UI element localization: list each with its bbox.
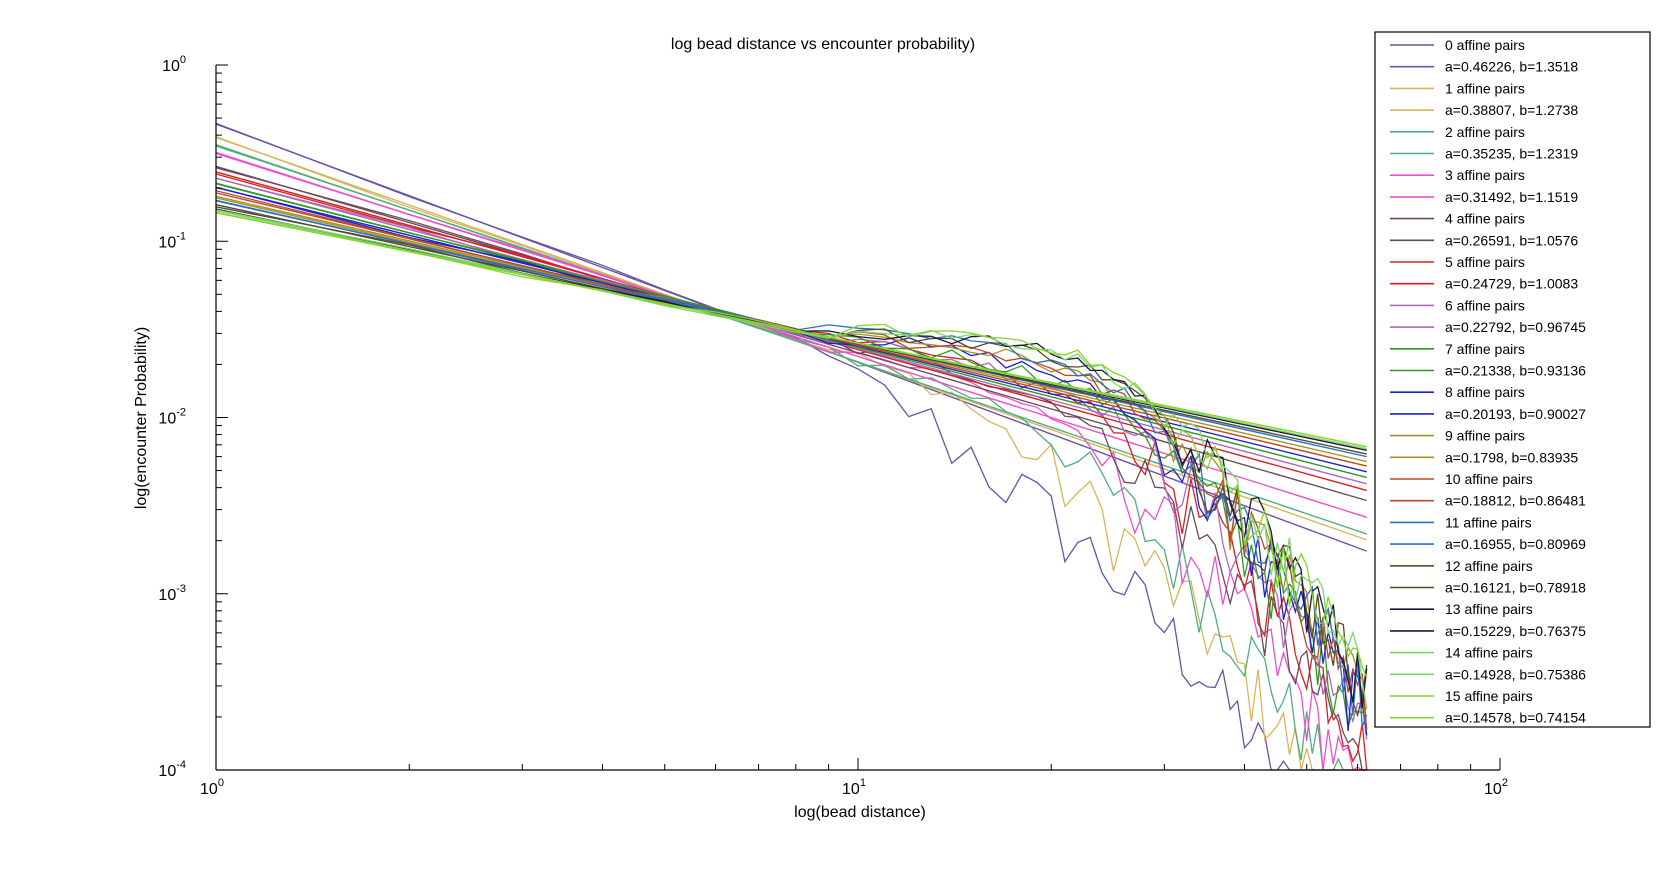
legend-fit-label: a=0.1798, b=0.83935 [1445, 449, 1578, 465]
x-tick-label: 100 [200, 777, 224, 798]
legend-fit-label: a=0.24729, b=1.0083 [1445, 276, 1578, 292]
legend-box [1374, 31, 1651, 728]
legend-label: 1 affine pairs [1445, 80, 1525, 96]
x-tick-label: 101 [842, 777, 866, 798]
legend-label: 13 affine pairs [1445, 601, 1533, 617]
legend-label: 3 affine pairs [1445, 167, 1525, 183]
measured-series-line [215, 145, 1367, 771]
fit-line [215, 136, 1367, 541]
y-axis-label: log(encounter Probability) [133, 327, 150, 509]
legend: 0 affine pairs a=0.46226, b=1.3518 1 affin… [1374, 31, 1651, 728]
measured-series-line [215, 209, 1368, 709]
legend-fit-label: a=0.21338, b=0.93136 [1445, 363, 1586, 379]
measured-series-line [215, 212, 1368, 678]
legend-fit-label: a=0.35235, b=1.2319 [1445, 146, 1578, 162]
legend-label: 5 affine pairs [1445, 254, 1525, 270]
plot-area [215, 122, 1368, 772]
legend-label: 10 affine pairs [1445, 471, 1533, 487]
legend-label: 12 affine pairs [1445, 558, 1533, 574]
axis-ticks [215, 64, 1501, 771]
legend-fit-label: a=0.38807, b=1.2738 [1445, 102, 1578, 118]
measured-series-line [215, 167, 1367, 771]
legend-fit-label: a=0.22792, b=0.96745 [1445, 319, 1586, 335]
legend-label: 4 affine pairs [1445, 211, 1525, 227]
measured-series-line [215, 199, 1368, 727]
legend-fit-label: a=0.14928, b=0.75386 [1445, 666, 1586, 682]
legend-fit-label: a=0.31492, b=1.1519 [1445, 189, 1578, 205]
legend-label: 7 affine pairs [1445, 341, 1525, 357]
legend-fit-label: a=0.16955, b=0.80969 [1445, 536, 1586, 552]
legend-fit-label: a=0.46226, b=1.3518 [1445, 59, 1578, 75]
x-tick-label: 102 [1484, 777, 1508, 798]
measured-series-line [215, 206, 1368, 718]
y-tick-label: 10-3 [158, 583, 186, 604]
legend-label: 15 affine pairs [1445, 688, 1533, 704]
legend-fit-label: a=0.18812, b=0.86481 [1445, 493, 1586, 509]
legend-label: 0 affine pairs [1445, 37, 1525, 53]
legend-label: 9 affine pairs [1445, 428, 1525, 444]
chart-title: log bead distance vs encounter probabili… [671, 36, 975, 53]
y-tick-label: 10-4 [158, 759, 186, 780]
legend-label: 14 affine pairs [1445, 645, 1533, 661]
y-tick-label: 10-2 [158, 407, 186, 428]
legend-fit-label: a=0.14578, b=0.74154 [1445, 710, 1586, 726]
measured-series-line [215, 208, 1368, 709]
legend-fit-label: a=0.26591, b=1.0576 [1445, 232, 1578, 248]
legend-fit-label: a=0.20193, b=0.90027 [1445, 406, 1586, 422]
fit-line [215, 152, 1367, 519]
measured-series-line [215, 186, 1368, 736]
measured-series-line [215, 183, 1368, 727]
measured-series-line [215, 190, 1368, 730]
legend-fit-label: a=0.16121, b=0.78918 [1445, 580, 1586, 596]
x-axis-label: log(bead distance) [794, 804, 926, 821]
fit-line [215, 211, 1367, 448]
legend-fit-label: a=0.15229, b=0.76375 [1445, 623, 1586, 639]
legend-label: 2 affine pairs [1445, 124, 1525, 140]
legend-label: 6 affine pairs [1445, 297, 1525, 313]
legend-label: 8 affine pairs [1445, 384, 1525, 400]
y-tick-label: 100 [162, 54, 186, 75]
legend-label: 11 affine pairs [1445, 514, 1532, 530]
fit-line [215, 144, 1367, 535]
y-tick-label: 10-1 [158, 230, 186, 251]
